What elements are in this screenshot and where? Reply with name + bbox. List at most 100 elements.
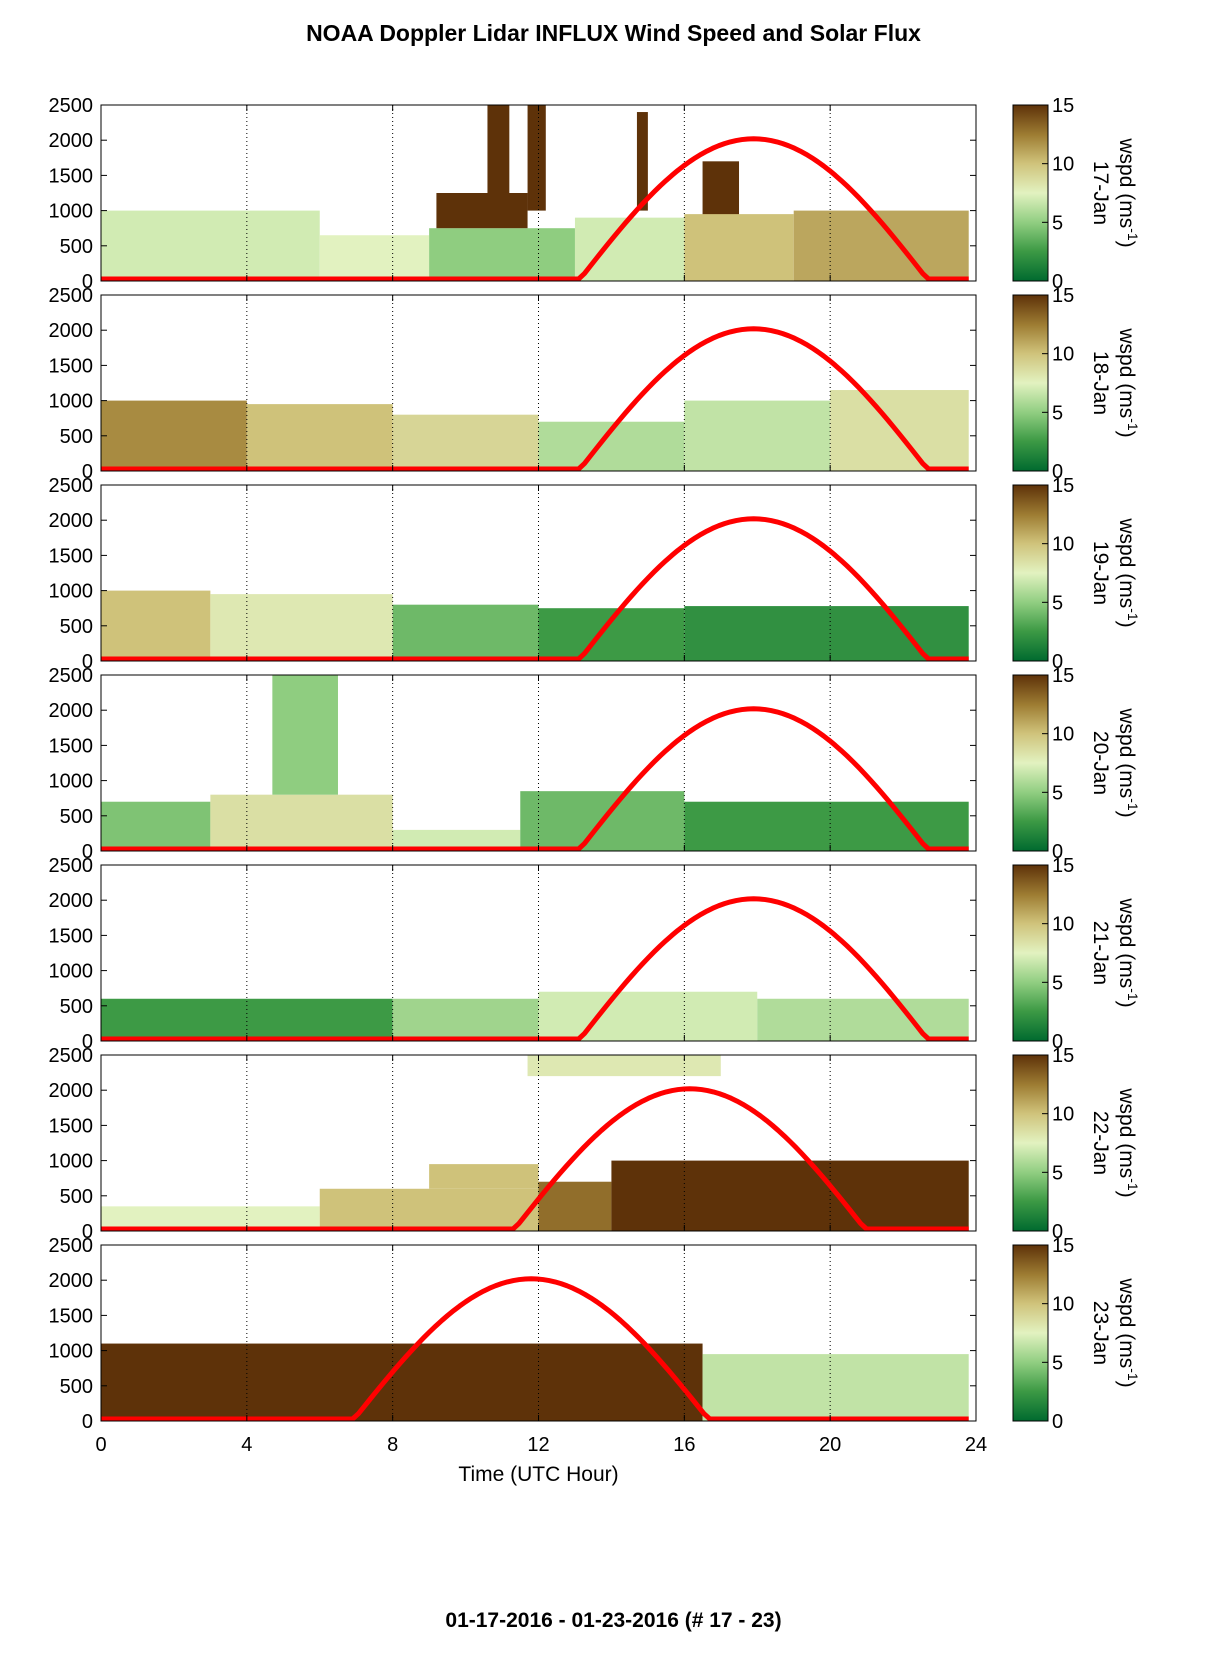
panel-date-label: 21-Jan (1089, 921, 1112, 985)
ytick-label: 2000 (49, 130, 94, 152)
ytick-label: 500 (60, 1186, 93, 1208)
ytick-label: 2500 (49, 1045, 94, 1067)
colorbar-tick-label: 5 (1052, 402, 1063, 424)
ytick-label: 0 (82, 461, 93, 483)
colorbar-label: wspd (ms-1) (1115, 1277, 1141, 1387)
wind-cell-17-Jan-8 (702, 161, 740, 218)
wind-cell-23-Jan-1 (702, 1354, 969, 1421)
panel-date-label: 18-Jan (1089, 351, 1112, 415)
colorbar-tick-label: 10 (1052, 534, 1074, 556)
panel-19-Jan: 0 500 1000 1500 2000 2500 0 5 10 15 wspd (ms-1)19-… (49, 475, 1142, 673)
colorbar-tick-label: 5 (1052, 782, 1063, 804)
ytick-label: 2000 (49, 320, 94, 342)
colorbar-tick-label: 10 (1052, 914, 1074, 936)
solar-flux-curve-21-Jan (101, 896, 969, 1042)
ytick-label: 0 (82, 1411, 93, 1433)
solar-flux-curve-23-Jan (101, 1276, 969, 1422)
colorbar-label: wspd (ms-1) (1115, 897, 1141, 1007)
colorbar-tick-label: 15 (1052, 665, 1074, 687)
ytick-label: 1000 (49, 1341, 94, 1363)
ytick-label: 0 (82, 1031, 93, 1053)
solar-flux-curve-19-Jan (101, 516, 969, 662)
colorbar-gradient (1012, 864, 1049, 1042)
colorbar-tick-label: 10 (1052, 724, 1074, 746)
xtick-label: 0 (95, 1434, 106, 1456)
solar-flux-curve-22-Jan (101, 1086, 969, 1232)
ytick-label: 2000 (49, 700, 94, 722)
wind-cell-17-Jan-1 (319, 235, 430, 281)
wind-cell-22-Jan-1 (319, 1188, 539, 1231)
colorbar-21-Jan: 0 5 10 15 wspd (ms-1)21-Jan (1012, 855, 1141, 1053)
wind-cell-19-Jan-4 (684, 606, 969, 661)
panel-date-label: 23-Jan (1089, 1301, 1112, 1365)
wind-cell-21-Jan-2 (538, 991, 758, 1041)
solar-flux-curve-20-Jan (101, 706, 969, 852)
ytick-label: 2000 (49, 1270, 94, 1292)
panel-23-Jan: 0 500 1000 1500 2000 2500 0 5 10 15 wspd (ms-1)23-… (49, 1235, 1142, 1433)
xtick-label: 4 (241, 1434, 252, 1456)
colorbar-22-Jan: 0 5 10 15 wspd (ms-1)22-Jan (1012, 1045, 1141, 1243)
ytick-label: 500 (60, 236, 93, 258)
ytick-label: 0 (82, 1221, 93, 1243)
colorbar-20-Jan: 0 5 10 15 wspd (ms-1)20-Jan (1012, 665, 1141, 863)
colorbar-label: wspd (ms-1) (1115, 707, 1141, 817)
wind-cell-20-Jan-1 (210, 794, 393, 851)
wind-cell-17-Jan-0 (101, 210, 320, 281)
wind-cell-17-Jan-4 (487, 105, 510, 193)
ytick-label: 2500 (49, 475, 94, 497)
colorbar-tick-label: 5 (1052, 1162, 1063, 1184)
ytick-label: 1000 (49, 961, 94, 983)
wind-cell-23-Jan-0 (101, 1343, 703, 1421)
wind-cell-18-Jan-4 (684, 400, 831, 471)
colorbar-tick-label: 5 (1052, 212, 1063, 234)
colorbar-label: wspd (ms-1) (1115, 1087, 1141, 1197)
wind-cell-19-Jan-0 (101, 590, 211, 661)
x-axis-label: Time (UTC Hour) (458, 1463, 618, 1486)
ytick-label: 1500 (49, 1305, 94, 1327)
colorbar-tick-label: 15 (1052, 475, 1074, 497)
ytick-label: 2000 (49, 510, 94, 532)
ytick-label: 500 (60, 806, 93, 828)
panel-date-label: 19-Jan (1089, 541, 1112, 605)
wind-cell-17-Jan-6 (574, 217, 685, 281)
ytick-label: 0 (82, 271, 93, 293)
wind-cell-20-Jan-2 (272, 675, 338, 795)
ytick-label: 2000 (49, 1080, 94, 1102)
wind-cell-17-Jan-9 (684, 214, 794, 281)
colorbar-label: wspd (ms-1) (1115, 327, 1141, 437)
colorbar-18-Jan: 0 5 10 15 wspd (ms-1)18-Jan (1012, 285, 1141, 483)
panel-date-label: 20-Jan (1089, 731, 1112, 795)
ytick-label: 1500 (49, 735, 94, 757)
wind-cell-20-Jan-3 (392, 829, 521, 851)
colorbar-tick-label: 15 (1052, 1045, 1074, 1067)
colorbar-label: wspd (ms-1) (1115, 517, 1141, 627)
solar-flux-curve-17-Jan (101, 136, 969, 282)
ytick-label: 2000 (49, 890, 94, 912)
ytick-label: 500 (60, 1376, 93, 1398)
panel-date-label: 22-Jan (1089, 1111, 1112, 1175)
colorbar-tick-label: 0 (1052, 1031, 1063, 1053)
colorbar-gradient (1012, 294, 1049, 472)
colorbar-gradient (1012, 1054, 1049, 1232)
colorbar-tick-label: 10 (1052, 344, 1074, 366)
solar-flux-curve-18-Jan (101, 326, 969, 472)
wind-cell-22-Jan-5 (611, 1160, 969, 1231)
panel-21-Jan: 0 500 1000 1500 2000 2500 0 5 10 15 wspd (ms-1)21-… (49, 855, 1142, 1053)
ytick-label: 1000 (49, 1151, 94, 1173)
panel-18-Jan: 0 500 1000 1500 2000 2500 0 5 10 15 wspd (ms-1)18-… (49, 285, 1142, 483)
colorbar-19-Jan: 0 5 10 15 wspd (ms-1)19-Jan (1012, 475, 1141, 673)
ytick-label: 500 (60, 616, 93, 638)
wind-cell-17-Jan-7 (636, 112, 648, 211)
wind-cell-18-Jan-1 (246, 404, 393, 471)
ytick-label: 0 (82, 651, 93, 673)
ytick-label: 500 (60, 426, 93, 448)
colorbar-tick-label: 0 (1052, 461, 1063, 483)
ytick-label: 0 (82, 841, 93, 863)
xtick-label: 20 (819, 1434, 841, 1456)
colorbar-gradient (1012, 484, 1049, 662)
date-range-footer: 01-17-2016 - 01-23-2016 (# 17 - 23) (445, 1609, 782, 1632)
wind-cell-22-Jan-3 (527, 1055, 721, 1077)
panel-20-Jan: 0 500 1000 1500 2000 2500 0 5 10 15 wspd (ms-1)20-… (49, 665, 1142, 863)
colorbar-tick-label: 15 (1052, 95, 1074, 117)
wind-cell-18-Jan-0 (101, 400, 247, 471)
